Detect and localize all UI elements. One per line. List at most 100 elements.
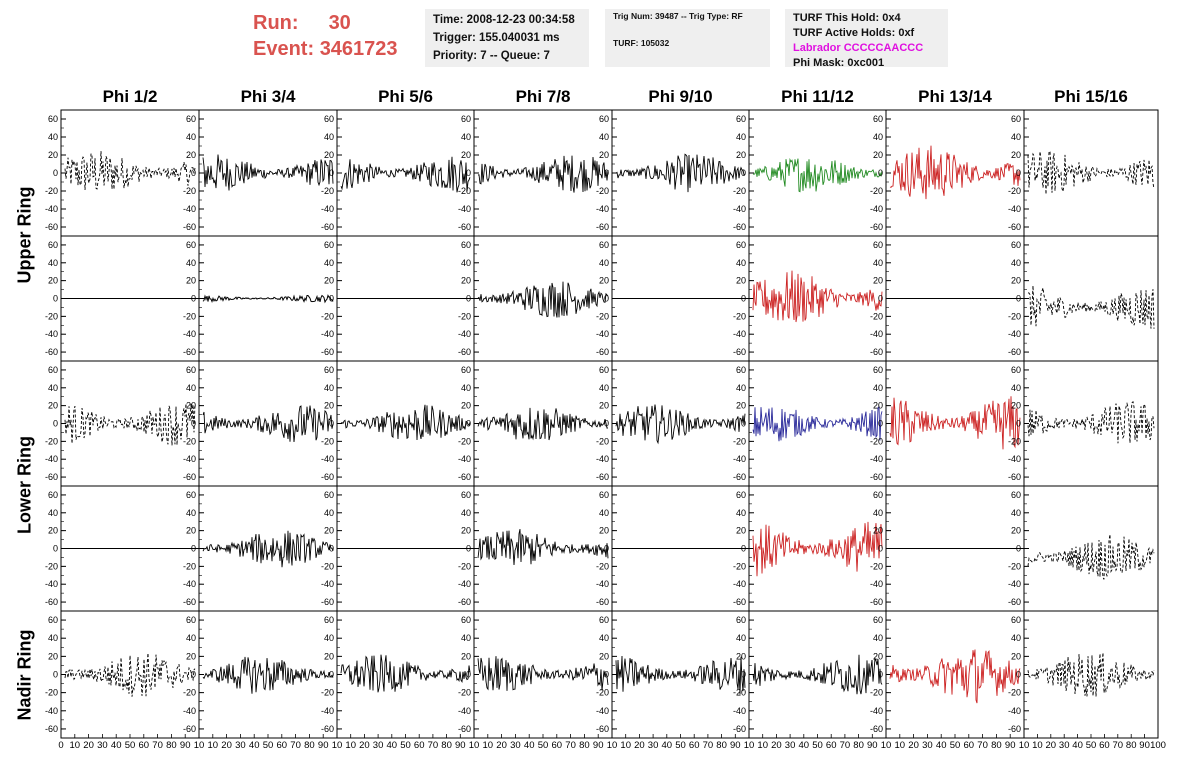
y-tick-label: 20: [324, 526, 334, 536]
x-tick-label: 30: [922, 740, 933, 751]
y-tick-label: 0: [466, 294, 471, 304]
y-tick-label: -20: [458, 688, 471, 698]
y-tick-label: 0: [53, 670, 58, 680]
y-tick-label: 0: [1016, 419, 1021, 429]
y-tick-label: 0: [329, 670, 334, 680]
y-tick-label: 60: [599, 490, 609, 500]
y-tick-label: 20: [461, 150, 471, 160]
y-tick-label: -20: [870, 688, 883, 698]
waveform-trace: [477, 281, 609, 318]
x-tick-label: 20: [83, 740, 94, 751]
x-tick-label: 40: [799, 740, 810, 751]
y-tick-label: -60: [458, 472, 471, 482]
y-tick-label: 60: [736, 240, 746, 250]
waveform-trace: [1027, 400, 1155, 444]
waveform-trace: [615, 404, 746, 445]
y-tick-label: -60: [183, 222, 196, 232]
y-tick-label: -60: [183, 347, 196, 357]
panel-frame: [60, 610, 200, 739]
x-tick-label: 20: [221, 740, 232, 751]
y-tick-label: 0: [53, 168, 58, 178]
y-tick-label: -40: [596, 579, 609, 589]
y-tick-label: 40: [324, 633, 334, 643]
y-tick-label: -40: [596, 204, 609, 214]
y-tick-label: 0: [329, 544, 334, 554]
x-tick-label: 90: [730, 740, 741, 751]
y-tick-label: 0: [53, 294, 58, 304]
y-tick-label: -20: [183, 688, 196, 698]
y-tick-label: -40: [733, 329, 746, 339]
y-tick-label: 60: [324, 240, 334, 250]
y-tick-label: 60: [461, 615, 471, 625]
y-tick-label: -40: [45, 204, 58, 214]
y-tick-label: -20: [45, 311, 58, 321]
y-tick-label: -60: [870, 724, 883, 734]
waveform-panel-r2-c7: 60 40 20 0 -20 -40 -60: [870, 235, 1025, 362]
x-tick-label: 40: [524, 740, 535, 751]
waveform-panel-r1-c1: 60 40 20 0 -20 -40 -60: [45, 109, 200, 237]
trig-info-panel: Trig Num: 39487 -- Trig Type: RF TURF: 1…: [605, 9, 770, 67]
y-tick-label: 0: [741, 294, 746, 304]
y-tick-label: -40: [1008, 329, 1021, 339]
y-tick-label: -60: [458, 724, 471, 734]
x-tick-label: 90: [1005, 740, 1016, 751]
y-tick-label: -40: [321, 329, 334, 339]
phi-header-7: Phi 13/14: [918, 87, 992, 106]
y-tick-label: 60: [736, 365, 746, 375]
y-tick-label: 60: [48, 615, 58, 625]
waveform-panel-r1-c5: 60 40 20 0 -20 -40 -60: [596, 109, 750, 237]
y-tick-label: -40: [458, 204, 471, 214]
y-tick-label: 40: [48, 132, 58, 142]
y-tick-label: 0: [53, 544, 58, 554]
y-tick-label: 40: [186, 258, 196, 268]
waveform-panel-r4-c2: 60 40 20 0 -20 -40 -60: [183, 485, 338, 612]
y-tick-label: -40: [733, 204, 746, 214]
x-tick-label: 40: [111, 740, 122, 751]
y-tick-label: 40: [873, 508, 883, 518]
active-holds-text: TURF Active Holds: 0xf: [793, 27, 915, 39]
x-tick-label: 10: [620, 740, 631, 751]
x-tick-label: 10: [469, 740, 480, 751]
run-event-block: Run: 30 Event: 3461723: [253, 10, 398, 62]
y-tick-label: -40: [870, 204, 883, 214]
y-tick-label: -40: [45, 454, 58, 464]
x-tick-label: 60: [1099, 740, 1110, 751]
waveform-trace: [1027, 150, 1155, 195]
event-value: 3461723: [319, 38, 398, 60]
waveform-trace: [64, 151, 196, 191]
x-tick-label: 20: [1046, 740, 1057, 751]
waveform-panel-r3-c2: 60 40 20 0 -20 -40 -60: [183, 360, 338, 487]
y-tick-label: -60: [458, 222, 471, 232]
waveform-trace: [889, 396, 1021, 450]
y-tick-label: -20: [458, 186, 471, 196]
y-tick-label: -60: [733, 347, 746, 357]
waveform-trace: [889, 649, 1021, 704]
x-tick-label: 60: [689, 740, 700, 751]
x-tick-label: 50: [263, 740, 274, 751]
y-tick-label: 20: [186, 150, 196, 160]
y-tick-label: 0: [878, 670, 883, 680]
this-hold-text: TURF This Hold: 0x4: [793, 12, 901, 24]
y-tick-label: -20: [321, 311, 334, 321]
y-tick-label: -60: [870, 347, 883, 357]
waveform-panel-r3-c7: 60 40 20 0 -20 -40 -60: [870, 360, 1025, 487]
y-tick-label: 40: [461, 383, 471, 393]
y-tick-label: -20: [1008, 186, 1021, 196]
y-tick-label: 60: [48, 365, 58, 375]
y-tick-label: 40: [873, 633, 883, 643]
y-tick-label: -40: [596, 454, 609, 464]
turf-text: TURF: 105032: [613, 38, 670, 48]
y-tick-label: 0: [191, 419, 196, 429]
y-tick-label: 0: [466, 544, 471, 554]
y-tick-label: 20: [324, 150, 334, 160]
phi-header-1: Phi 1/2: [102, 87, 158, 106]
time-info-panel: Time: 2008-12-23 00:34:58 Trigger: 155.0…: [425, 9, 589, 67]
y-tick-label: -60: [1008, 724, 1021, 734]
waveform-trace: [889, 145, 1021, 200]
y-tick-label: -20: [45, 186, 58, 196]
y-tick-label: 20: [461, 651, 471, 661]
y-tick-label: 20: [599, 276, 609, 286]
y-tick-label: 60: [461, 490, 471, 500]
y-tick-label: -40: [870, 579, 883, 589]
x-tick-label: 40: [1072, 740, 1083, 751]
